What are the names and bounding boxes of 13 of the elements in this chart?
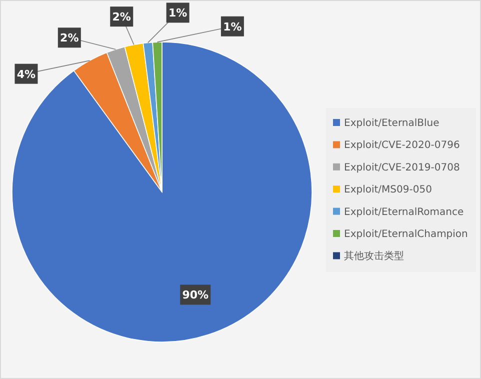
legend-label: Exploit/MS09-050	[344, 184, 432, 196]
legend-label: Exploit/EternalChampion	[344, 229, 468, 240]
legend-label: 其他攻击类型	[344, 250, 404, 262]
data-label: 2%	[60, 32, 79, 45]
data-label: 1%	[223, 20, 242, 34]
data-label: 2%	[112, 10, 131, 24]
data-label: 90%	[182, 288, 209, 302]
legend-label: Exploit/EternalBlue	[344, 118, 440, 129]
data-label: 4%	[16, 68, 36, 81]
legend-label: Exploit/CVE-2019-0708	[344, 162, 460, 174]
legend-label: Exploit/EternalRomance	[344, 206, 464, 218]
data-label: 1%	[168, 6, 188, 20]
legend-label: Exploit/CVE-2020-0796	[344, 140, 460, 152]
